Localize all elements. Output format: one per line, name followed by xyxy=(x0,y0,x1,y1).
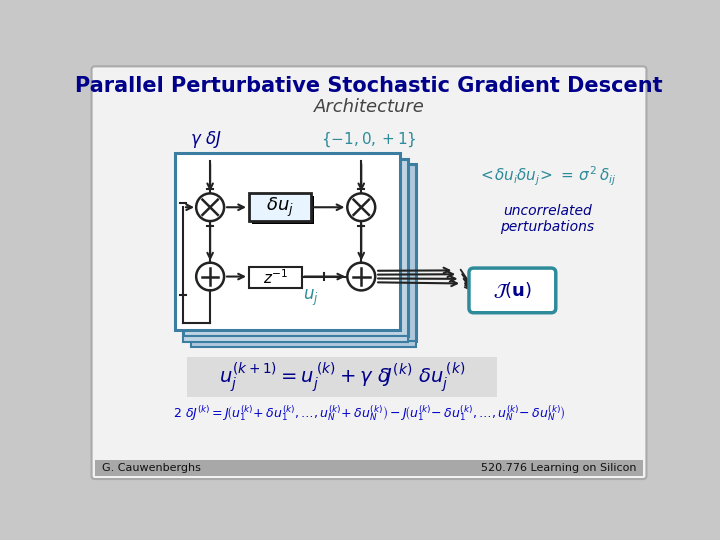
Bar xyxy=(252,197,314,224)
Text: Architecture: Architecture xyxy=(314,98,424,116)
Bar xyxy=(249,193,311,221)
Text: $u_j$: $u_j$ xyxy=(303,288,319,308)
Text: $\mathcal{J}(\mathbf{u})$: $\mathcal{J}(\mathbf{u})$ xyxy=(493,280,531,300)
Text: $u_j^{(k+1)} = u_j^{\,(k)} + \gamma\ \delta\!J^{(k)}\ \delta u_j^{\,(k)}$: $u_j^{(k+1)} = u_j^{\,(k)} + \gamma\ \de… xyxy=(219,361,465,394)
Text: 520.776 Learning on Silicon: 520.776 Learning on Silicon xyxy=(481,462,636,472)
Bar xyxy=(187,357,497,397)
Text: G. Cauwenberghs: G. Cauwenberghs xyxy=(102,462,200,472)
Bar xyxy=(183,159,408,336)
Text: uncorrelated: uncorrelated xyxy=(503,204,592,218)
Text: $<\!\delta u_i\delta u_j\!>\, =\, \sigma^2\,\delta_{ij}$: $<\!\delta u_i\delta u_j\!>\, =\, \sigma… xyxy=(478,165,616,188)
FancyBboxPatch shape xyxy=(469,268,556,313)
Text: Parallel Perturbative Stochastic Gradient Descent: Parallel Perturbative Stochastic Gradien… xyxy=(75,76,663,96)
Text: $\delta u_j$: $\delta u_j$ xyxy=(266,195,294,219)
Text: $z^{-1}$: $z^{-1}$ xyxy=(263,268,288,287)
Bar xyxy=(249,267,302,288)
Text: perturbations: perturbations xyxy=(500,219,594,233)
Bar xyxy=(175,153,400,330)
Bar xyxy=(191,341,415,347)
Bar xyxy=(183,336,408,342)
Bar xyxy=(191,164,415,341)
Text: $2\ \delta J^{(k)} = J\!\left(u_1^{(k)}\!+\delta u_1^{(k)},\ldots,u_N^{(k)}\!+\d: $2\ \delta J^{(k)} = J\!\left(u_1^{(k)}\… xyxy=(173,403,565,423)
Bar xyxy=(94,460,644,476)
Text: $\gamma\ \delta J$: $\gamma\ \delta J$ xyxy=(190,129,222,150)
Text: $\{-1,0,+1\}$: $\{-1,0,+1\}$ xyxy=(321,130,417,148)
FancyBboxPatch shape xyxy=(91,66,647,479)
